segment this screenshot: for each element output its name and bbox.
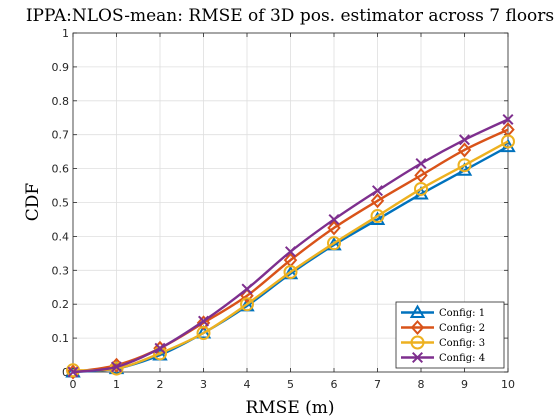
legend-marker — [409, 304, 426, 318]
data-point-config-4-stroke — [415, 158, 427, 170]
x-axis-label: RMSE (m) — [245, 398, 334, 418]
x-tick-label: 5 — [287, 378, 294, 391]
x-tick-label: 2 — [157, 378, 164, 391]
legend-marker-stroke — [411, 351, 424, 364]
y-tick-label: 0.3 — [52, 264, 70, 277]
data-point-config-4 — [284, 246, 297, 258]
data-point-config-2 — [370, 193, 385, 209]
data-point-config-4 — [154, 342, 166, 354]
data-point-config-3 — [327, 236, 341, 251]
legend-marker — [410, 320, 425, 335]
ticks: 0 1 2 3 4 5 6 7 8 9 10 0 0.1 0.2 0.3 0.4 0.5 0.6 0.7 0.8 0.9… — [52, 27, 516, 391]
data-point-config-3 — [196, 326, 211, 341]
data-point-config-2 — [327, 220, 341, 236]
y-tick-label: 0.1 — [52, 332, 70, 345]
series-line-config-1 — [72, 145, 509, 374]
data-point-config-4 — [415, 158, 427, 170]
legend-marker — [411, 351, 424, 364]
data-point-config-4 — [458, 134, 471, 146]
data-point-config-2 — [457, 142, 472, 158]
x-tick-label: 3 — [200, 378, 207, 391]
data-point-config-2 — [414, 167, 428, 183]
data-point-config-4-stroke — [458, 134, 471, 146]
data-point-config-3 — [240, 297, 254, 312]
y-tick-label: 0.2 — [52, 298, 70, 311]
y-tick-label: 1 — [62, 27, 69, 40]
x-tick-label: 4 — [244, 378, 251, 391]
series-line-config-3 — [72, 140, 509, 372]
data-point-config-3 — [414, 181, 428, 196]
data-point-config-4 — [241, 283, 253, 295]
x-tick-label: 7 — [374, 378, 381, 391]
data-point-config-4 — [110, 361, 123, 373]
chart-title: IPPA:NLOS-mean: RMSE of 3D pos. estimato… — [26, 6, 554, 26]
data-point-config-4-stroke — [241, 283, 253, 295]
data-point-config-4 — [371, 185, 384, 197]
legend-label: Config: 2 — [439, 323, 485, 334]
data-point-config-4-stroke — [328, 213, 340, 225]
data-point-config-4 — [67, 366, 79, 378]
y-tick-label: 0 — [62, 366, 69, 379]
data-point-config-2 — [196, 315, 211, 331]
x-tick-label: 6 — [331, 378, 338, 391]
data-point-config-4-stroke — [110, 361, 123, 373]
x-tick-label: 1 — [113, 378, 120, 391]
legend-label: Config: 4 — [439, 353, 485, 364]
data-point-config-4-stroke — [371, 185, 384, 197]
data-point-config-4-stroke — [154, 342, 166, 354]
legend-label: Config: 3 — [439, 338, 485, 349]
data-point-config-4 — [328, 213, 340, 225]
data-point-config-4-stroke — [197, 315, 210, 327]
data-point-config-4-stroke — [67, 366, 79, 378]
data-point-config-3 — [283, 264, 298, 279]
x-tick-label: 9 — [461, 378, 468, 391]
data-point-config-4 — [502, 113, 514, 125]
y-tick-label: 0.4 — [52, 230, 70, 243]
data-point-config-3 — [501, 134, 515, 149]
x-tick-label: 8 — [418, 378, 425, 391]
data-point-config-4-stroke — [502, 113, 514, 125]
data-point-config-3 — [457, 158, 472, 173]
x-tick-label: 10 — [501, 378, 515, 391]
y-axis-label: CDF — [23, 183, 43, 222]
y-tick-label: 0.9 — [52, 61, 70, 74]
y-tick-label: 0.6 — [52, 163, 70, 176]
data-point-config-3 — [370, 209, 385, 224]
x-tick-label: 0 — [70, 378, 77, 391]
data-point-config-4-stroke — [284, 246, 297, 258]
series-group — [65, 113, 516, 380]
data-point-config-4 — [197, 315, 210, 327]
y-tick-label: 0.8 — [52, 95, 70, 108]
legend-marker — [410, 335, 425, 350]
legend-label: Config: 1 — [439, 308, 485, 319]
y-tick-label: 0.5 — [52, 197, 70, 210]
data-point-config-3 — [66, 363, 80, 378]
legend: Config: 1 Config: 2 Config: 3 Config: 4 — [395, 301, 505, 369]
y-tick-label: 0.7 — [52, 129, 70, 142]
